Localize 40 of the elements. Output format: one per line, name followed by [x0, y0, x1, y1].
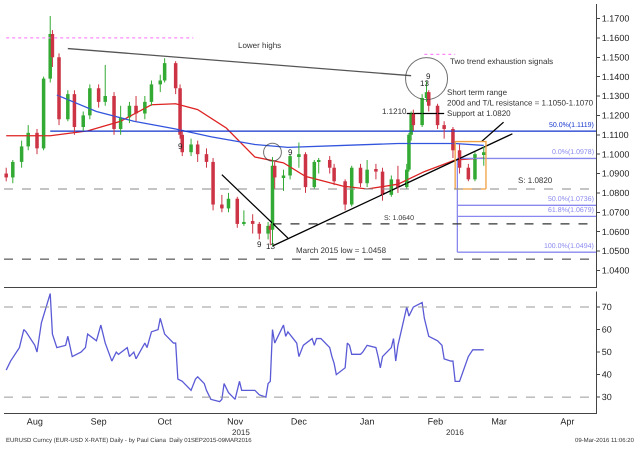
y-tick-label: 1.1500: [602, 52, 630, 62]
y-tick-label: 70: [602, 302, 612, 312]
x-tick-label: Apr: [560, 416, 574, 427]
annotation: 9: [426, 72, 431, 81]
ref-line-label: March 2015 low = 1.0458: [296, 246, 387, 255]
y-tick-label: 60: [602, 324, 612, 335]
y-tick-label: 1.1600: [602, 33, 630, 44]
x-tick-label: Mar: [491, 416, 507, 427]
x-tick-label: Sep: [90, 416, 107, 427]
ref-line-label: S: 1.0820: [518, 176, 553, 185]
y-tick-label: 1.0700: [602, 207, 630, 218]
y-tick-label: 50: [602, 347, 612, 358]
x-tick-label: Nov: [227, 416, 244, 427]
y-tick-label: 1.1400: [602, 72, 630, 82]
y-tick-label: 1.0800: [602, 188, 630, 198]
text: 2016: [446, 428, 464, 437]
y-tick-label: 1.1700: [602, 14, 630, 24]
y-tick-label: 40: [602, 370, 612, 380]
text: 2015: [232, 428, 250, 437]
annotation: 9: [257, 240, 262, 249]
x-tick-label: Feb: [428, 416, 444, 427]
annotation: 9: [288, 148, 293, 157]
y-tick-label: 1.0900: [602, 168, 630, 179]
y-tick-label: 1.1200: [602, 110, 630, 121]
annotation: Two trend exhaustion signals: [450, 57, 554, 66]
y-tick-label: 1.0400: [602, 266, 630, 276]
x-tick-label: Oct: [158, 416, 172, 427]
annotation: 1.1210: [382, 107, 408, 116]
x-tick-label: Dec: [290, 416, 308, 427]
x-tick-label: Aug: [26, 416, 43, 427]
annotation: 13: [266, 242, 276, 251]
y-tick-label: 1.1300: [602, 91, 630, 102]
y-tick-label: 1.1000: [602, 149, 630, 160]
annotation: Lower highs: [238, 41, 282, 50]
y-tick-label: 1.1100: [602, 130, 629, 140]
annotation: Short term range 200d and T/L resistance = 1.1050-1.1070 Support at 1.0820: [447, 88, 594, 118]
x-tick-label: Jan: [360, 416, 374, 427]
y-tick-label: 1.0600: [602, 226, 630, 237]
y-tick-label: 1.0500: [602, 246, 630, 256]
y-tick-label: 30: [602, 392, 612, 402]
